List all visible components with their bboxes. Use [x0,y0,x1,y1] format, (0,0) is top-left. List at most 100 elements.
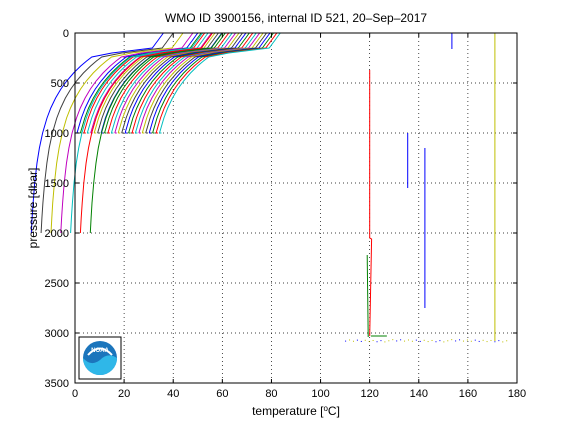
x-tick-label: 180 [508,388,526,400]
profile-line [79,32,202,134]
profile-line [121,32,243,134]
bottom-scatter-point [380,340,382,342]
bottom-scatter-point [439,340,441,342]
noaa-logo: NOAA [78,336,122,380]
bottom-scatter-point [478,340,480,342]
bottom-scatter-point [502,341,504,343]
plot-data-layer [30,32,508,343]
bottom-scatter-point [345,340,347,342]
bottom-scatter-point [349,339,351,341]
deep-profile-line [50,32,184,234]
bottom-scatter-point [494,341,496,343]
profile-line [124,32,247,134]
deep-profile-line [70,32,204,234]
y-tick-label: 2000 [45,228,69,240]
bottom-scatter-point [462,340,464,342]
x-tick-label: 160 [459,388,477,400]
bottom-scatter-point [466,339,468,341]
axes-box [74,32,518,384]
bottom-scatter-point [506,340,508,342]
bottom-scatter-point [400,339,402,341]
bottom-scatter-point [419,340,421,342]
profile-line [152,32,274,134]
bottom-scatter-point [490,339,492,341]
y-tick-label: 1000 [45,128,69,140]
logo-text: NOAA [91,348,109,354]
profile-line [76,32,199,134]
bottom-scatter-point [352,340,354,342]
bottom-scatter-point [447,340,449,342]
bottom-scatter-point [372,339,374,341]
outlier-series-line [366,254,369,338]
profile-line [148,32,271,134]
profile-line [86,32,209,134]
bottom-scatter-point [407,339,409,341]
profile-line [128,32,250,134]
profile-line [155,32,278,134]
deep-profile-line [60,32,194,234]
tick-layer: 0 20 40 60 80 100 120 140 160 180 0 500 1000 1500 2000… [45,28,527,400]
profile-line [90,32,212,134]
bottom-scatter-point [360,340,362,342]
logo-wave-icon [83,355,117,375]
bottom-scatter-point [384,341,386,343]
profile-line [97,32,219,134]
profile-line [131,32,254,134]
bottom-scatter-point [376,341,378,343]
y-axis-label: pressure [dbar] [26,168,40,249]
profile-line [141,32,264,134]
bottom-scatter-point [455,340,457,342]
bottom-scatter-point [435,341,437,343]
profile-line [104,32,226,134]
x-tick-label: 80 [265,388,277,400]
bottom-scatter-point [474,339,476,341]
bottom-scatter-point [443,341,445,343]
deep-profile-line [40,32,174,234]
x-tick-label: 120 [360,388,378,400]
bottom-scatter-point [368,341,370,343]
bottom-scatter-point [423,339,425,341]
x-tick-label: 0 [72,388,78,400]
profile-line [134,32,257,134]
logo-bird-icon [87,347,113,356]
bottom-scatter-point [498,340,500,342]
x-tick-label: 20 [118,388,130,400]
profile-line [138,32,261,134]
x-axis-label: temperature [oC] [252,404,340,419]
bottom-scatter-point [392,339,394,341]
bottom-scatter-point [388,340,390,342]
bottom-scatter-point [470,340,472,342]
deep-profile-line [89,32,223,234]
bottom-scatter-point [431,339,433,341]
x-tick-label: 40 [167,388,179,400]
profile-line [114,32,237,134]
bottom-scatter-point [396,340,398,342]
x-tick-label: 100 [311,388,329,400]
deep-profile-line [30,32,164,234]
bottom-scatter-point [411,340,413,342]
profile-line [110,32,233,134]
bottom-scatter-point [415,339,417,341]
deep-profile-line [79,32,213,234]
y-tick-label: 2500 [45,278,69,290]
bottom-scatter-point [482,339,484,341]
chart-title: WMO ID 3900156, internal ID 521, 20–Sep–… [165,11,427,25]
y-tick-label: 3500 [45,378,69,390]
profile-line [107,32,230,134]
profile-line [117,32,240,134]
y-tick-label: 3000 [45,328,69,340]
y-tick-label: 1500 [45,178,69,190]
bottom-scatter-point [459,339,461,341]
bottom-scatter-point [356,339,358,341]
x-tick-label: 60 [216,388,228,400]
bottom-scatter-point [364,339,366,341]
bottom-scatter-point [486,341,488,343]
x-tick-label: 140 [410,388,428,400]
profile-line [145,32,267,134]
bottom-scatter-point [427,341,429,343]
bottom-scatter-point [404,340,406,342]
outlier-series-line [369,70,373,337]
y-tick-label: 500 [51,78,69,90]
